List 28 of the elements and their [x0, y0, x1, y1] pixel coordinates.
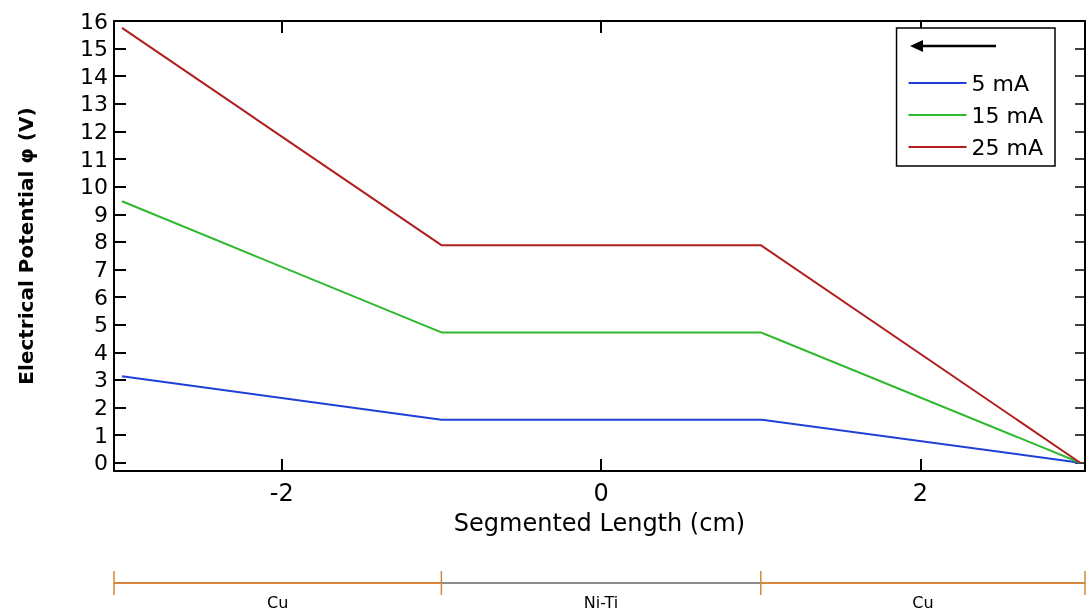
y-tick-label: 7 — [94, 256, 108, 282]
y-tick-label: 3 — [94, 367, 108, 393]
y-tick-label: 15 — [80, 36, 108, 62]
y-tick-label: 12 — [80, 118, 108, 144]
y-tick-label: 2 — [94, 395, 108, 420]
x-tick-label: 0 — [593, 479, 609, 507]
x-tick-label: 2 — [912, 479, 929, 507]
y-tick-label: 0 — [94, 450, 108, 476]
x-tick-label: -2 — [269, 479, 294, 507]
text: Ni-Ti — [583, 593, 619, 612]
y-tick-label: 5 — [94, 312, 108, 338]
y-tick-label: 8 — [94, 229, 108, 255]
y-tick-label: 9 — [94, 201, 108, 227]
y-tick-label: 4 — [94, 339, 108, 365]
y-tick-label: 1 — [94, 422, 108, 448]
text: Cu — [912, 593, 934, 612]
y-tick-label: 10 — [80, 174, 108, 200]
y-tick-label: 6 — [94, 284, 108, 310]
y-tick-label: 11 — [80, 146, 108, 172]
y-axis-title: Electrical Potential φ (V) — [14, 107, 38, 385]
x-axis-title: Segmented Length (cm) — [453, 509, 746, 537]
y-tick-label: 16 — [80, 8, 108, 34]
legend-label: 5 mA — [971, 70, 1030, 96]
y-tick-label: 13 — [80, 91, 108, 117]
y-tick-label: 14 — [80, 63, 108, 89]
legend-label: 25 mA — [971, 134, 1043, 160]
text: Cu — [267, 593, 289, 612]
legend-label: 15 mA — [971, 102, 1043, 128]
